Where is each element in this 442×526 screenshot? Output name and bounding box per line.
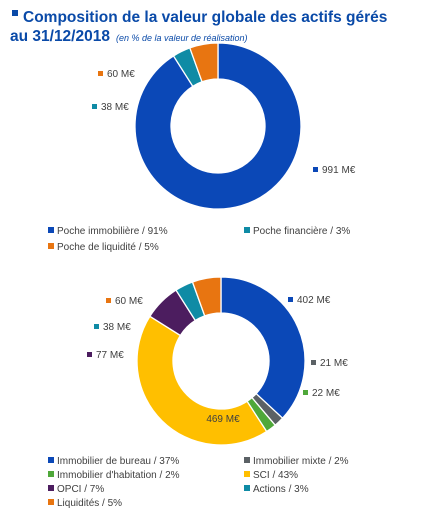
- donut-chart-pockets: 991 M€ 38 M€ 60 M€: [92, 42, 356, 210]
- legend-2-swatch-6: [48, 499, 54, 505]
- legend-1-item-0: Poche immobilière / 91%: [48, 226, 168, 238]
- donut-2-data-label-5: 38 M€: [94, 322, 131, 333]
- legend-1-item-1: Poche financière / 3%: [244, 226, 350, 238]
- legend-2-item-6: Liquidités / 5%: [48, 498, 122, 510]
- svg-text:402 M€: 402 M€: [297, 295, 331, 306]
- svg-text:22 M€: 22 M€: [312, 388, 340, 399]
- donut-2-label-marker-0: [288, 297, 293, 302]
- legend-2-swatch-2: [48, 471, 54, 477]
- donut-2-data-label-3: 469 M€: [206, 414, 240, 425]
- legend-2-item-4: OPCI / 7%: [48, 484, 104, 496]
- legend-2-label-0: Immobilier de bureau / 37%: [57, 456, 180, 467]
- donut-2-slice-3: [136, 315, 268, 446]
- donut-2-label-marker-5: [94, 324, 99, 329]
- donut-2-slice-0: [220, 276, 306, 420]
- title-bullet-icon: [12, 10, 18, 16]
- donut-1-label-marker-1: [92, 104, 97, 109]
- svg-text:991 M€: 991 M€: [322, 165, 356, 176]
- legend-2-item-2: Immobilier d'habitation / 2%: [48, 470, 180, 482]
- donut-1-label-marker-0: [313, 167, 318, 172]
- legend-2-item-5: Actions / 3%: [244, 484, 309, 496]
- donut-1-data-label-1: 38 M€: [92, 102, 129, 113]
- svg-text:38 M€: 38 M€: [101, 102, 129, 113]
- legend-1-swatch-0: [48, 227, 54, 233]
- legend-2-label-6: Liquidités / 5%: [57, 498, 123, 509]
- donut-2-data-label-1: 21 M€: [311, 358, 348, 369]
- legend-1-swatch-2: [48, 243, 54, 249]
- legend-2-label-2: Immobilier d'habitation / 2%: [57, 470, 180, 481]
- title-line-2: au 31/12/2018: [10, 28, 110, 45]
- svg-text:469 M€: 469 M€: [206, 414, 240, 425]
- donut-1-slice-2: [189, 42, 219, 83]
- legend-1-swatch-1: [244, 227, 250, 233]
- donut-2-label-marker-2: [303, 390, 308, 395]
- legend-assets: Immobilier de bureau / 37% Immobilier mix…: [48, 456, 438, 520]
- chart-title: Composition de la valeur globale des act…: [10, 8, 438, 48]
- legend-pockets: Poche immobilière / 91% Poche financière …: [48, 226, 438, 262]
- legend-2-label-1: Immobilier mixte / 2%: [253, 456, 349, 467]
- donut-chart-assets: 402 M€ 21 M€ 22 M€ 469 M€ 77 M€ 38 M€ 60 M€: [87, 276, 348, 446]
- legend-2-label-4: OPCI / 7%: [57, 484, 105, 495]
- legend-2-swatch-4: [48, 485, 54, 491]
- svg-text:60 M€: 60 M€: [115, 296, 143, 307]
- donut-2-label-marker-4: [87, 352, 92, 357]
- legend-2-swatch-1: [244, 457, 250, 463]
- legend-2-label-5: Actions / 3%: [253, 484, 309, 495]
- donut-2-slice-6: [191, 276, 222, 317]
- donut-2-label-marker-1: [311, 360, 316, 365]
- legend-1-item-2: Poche de liquidité / 5%: [48, 242, 159, 254]
- legend-2-item-3: SCI / 43%: [244, 470, 298, 482]
- donut-2-data-label-2: 22 M€: [303, 388, 340, 399]
- donut-2-data-label-6: 60 M€: [106, 296, 143, 307]
- svg-text:60 M€: 60 M€: [107, 69, 135, 80]
- legend-2-swatch-3: [244, 471, 250, 477]
- legend-2-item-0: Immobilier de bureau / 37%: [48, 456, 179, 468]
- donut-2-label-marker-6: [106, 298, 111, 303]
- legend-2-item-1: Immobilier mixte / 2%: [244, 456, 349, 468]
- legend-1-label-0: Poche immobilière / 91%: [57, 226, 168, 237]
- legend-1-label-1: Poche financière / 3%: [253, 226, 351, 237]
- donut-2-data-label-4: 77 M€: [87, 350, 124, 361]
- donut-2-data-label-0: 402 M€: [288, 295, 331, 306]
- svg-text:38 M€: 38 M€: [103, 322, 131, 333]
- legend-2-swatch-5: [244, 485, 250, 491]
- donut-1-data-label-2: 60 M€: [98, 69, 135, 80]
- svg-text:77 M€: 77 M€: [96, 350, 124, 361]
- donut-1-slice-0: [134, 42, 302, 210]
- legend-2-label-3: SCI / 43%: [253, 470, 299, 481]
- chart-subtitle: (en % de la valeur de réalisation): [115, 33, 248, 43]
- svg-text:21 M€: 21 M€: [320, 358, 348, 369]
- legend-1-label-2: Poche de liquidité / 5%: [57, 242, 159, 253]
- donut-1-data-label-0: 991 M€: [313, 165, 356, 176]
- title-line-1: Composition de la valeur globale des act…: [23, 9, 388, 26]
- donut-1-label-marker-2: [98, 71, 103, 76]
- legend-2-swatch-0: [48, 457, 54, 463]
